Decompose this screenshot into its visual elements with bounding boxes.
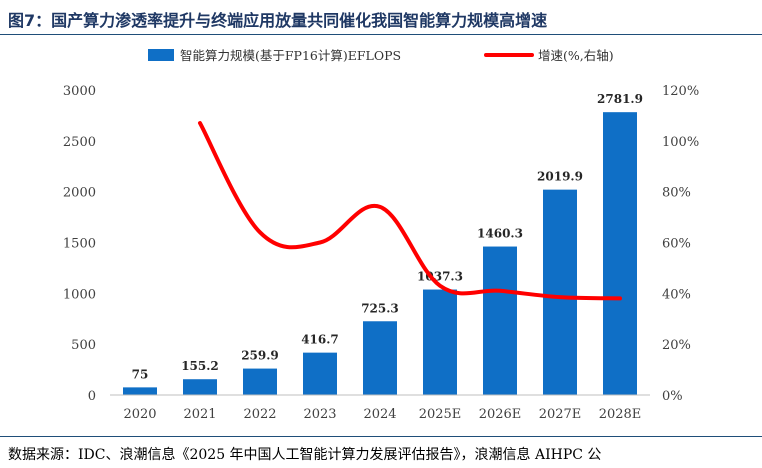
title-bar: 图7：国产算力渗透率提升与终端应用放量共同催化我国智能算力规模高增速 (0, 0, 762, 35)
bar-value-label: 259.9 (241, 349, 279, 363)
bar (543, 189, 577, 395)
right-tick-label: 80% (662, 186, 691, 201)
bar-series (123, 112, 637, 396)
bar (123, 387, 157, 395)
bar-value-label: 725.3 (361, 301, 399, 315)
right-tick-label: 100% (662, 135, 699, 150)
left-tick-label: 1500 (63, 237, 96, 252)
x-tick-label: 2021 (183, 407, 216, 422)
left-tick-label: 2500 (63, 135, 96, 150)
right-tick-label: 40% (662, 287, 691, 302)
legend: 智能算力规模(基于FP16计算)EFLOPS 增速(%,右轴) (148, 48, 614, 63)
bar (243, 368, 277, 395)
left-tick-label: 1000 (63, 287, 96, 302)
bar (483, 246, 517, 395)
x-tick-label: 2020 (123, 407, 156, 422)
growth-line (198, 121, 622, 301)
bar-value-label: 416.7 (301, 333, 339, 347)
bar-value-label: 1037.3 (417, 270, 463, 284)
right-axis-ticks: 0% 20% 40% 60% 80% 100% 120% (662, 84, 699, 404)
bar-value-label: 2019.9 (537, 170, 583, 184)
right-tick-label: 120% (662, 84, 699, 99)
bar (303, 352, 337, 395)
x-tick-label: 2027E (539, 407, 582, 422)
right-tick-label: 20% (662, 338, 691, 353)
x-tick-label: 2023 (303, 407, 336, 422)
right-tick-label: 0% (662, 389, 683, 404)
source-note: 数据来源：IDC、浪潮信息《2025 年中国人工智能计算力发展评估报告》，浪潮信… (8, 447, 602, 463)
left-axis-ticks: 0 500 1000 1500 2000 2500 3000 (63, 84, 96, 404)
bar-value-label: 1460.3 (477, 227, 523, 241)
bar-value-label: 155.2 (181, 359, 219, 373)
chart-title: 图7：国产算力渗透率提升与终端应用放量共同催化我国智能算力规模高增速 (8, 11, 548, 30)
bar (183, 379, 217, 395)
combo-chart: 智能算力规模(基于FP16计算)EFLOPS 增速(%,右轴) 0 500 1000… (63, 48, 699, 422)
left-tick-label: 3000 (63, 84, 96, 99)
bar (363, 321, 397, 395)
bar (603, 112, 637, 396)
left-tick-label: 2000 (63, 186, 96, 201)
x-tick-label: 2028E (599, 407, 642, 422)
x-axis-ticks: 2020 2021 2022 2023 2024 2025E 2026E 2027E 2028E (123, 407, 641, 422)
right-tick-label: 60% (662, 237, 691, 252)
left-tick-label: 0 (88, 389, 96, 404)
x-tick-label: 2022 (243, 407, 276, 422)
left-tick-label: 500 (71, 338, 96, 353)
legend-bar-label: 智能算力规模(基于FP16计算)EFLOPS (180, 48, 401, 63)
bar-value-label: 2781.9 (597, 92, 643, 106)
x-tick-label: 2026E (479, 407, 522, 422)
x-tick-label: 2024 (363, 407, 396, 422)
bar-value-label: 75 (132, 367, 149, 381)
legend-line-label: 增速(%,右轴) (538, 48, 614, 63)
bar-data-labels: 75 155.2 259.9 416.7 725.3 1037.3 1460.3 2019.9… (132, 92, 643, 381)
bar (423, 289, 457, 395)
x-tick-label: 2025E (419, 407, 462, 422)
source-bar: 数据来源：IDC、浪潮信息《2025 年中国人工智能计算力发展评估报告》，浪潮信… (0, 436, 762, 468)
legend-bar-swatch (148, 49, 174, 61)
